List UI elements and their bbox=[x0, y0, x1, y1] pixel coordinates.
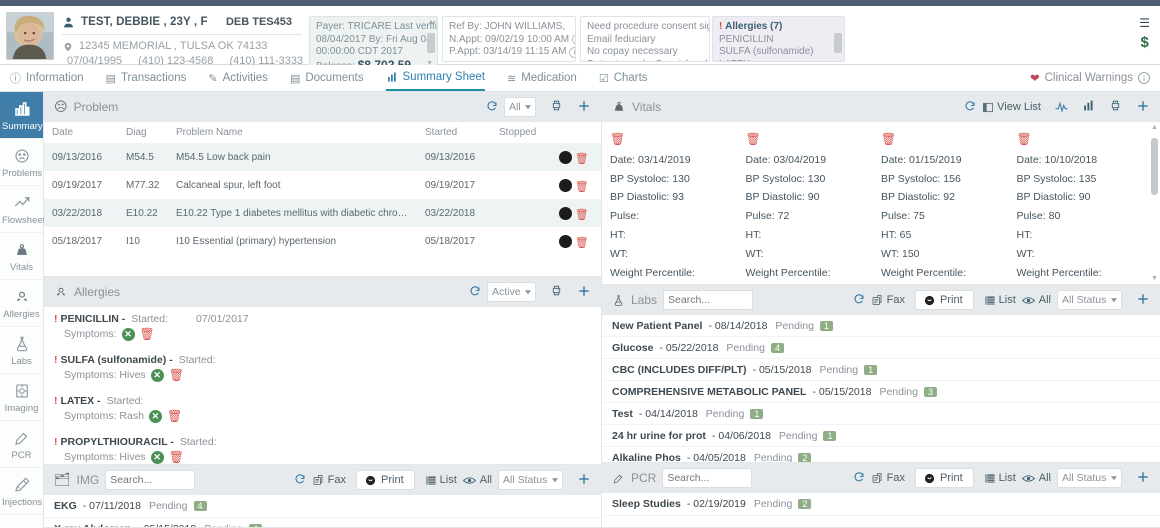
svg-text:KG: KG bbox=[18, 250, 26, 256]
svg-text:KG: KG bbox=[616, 106, 622, 111]
